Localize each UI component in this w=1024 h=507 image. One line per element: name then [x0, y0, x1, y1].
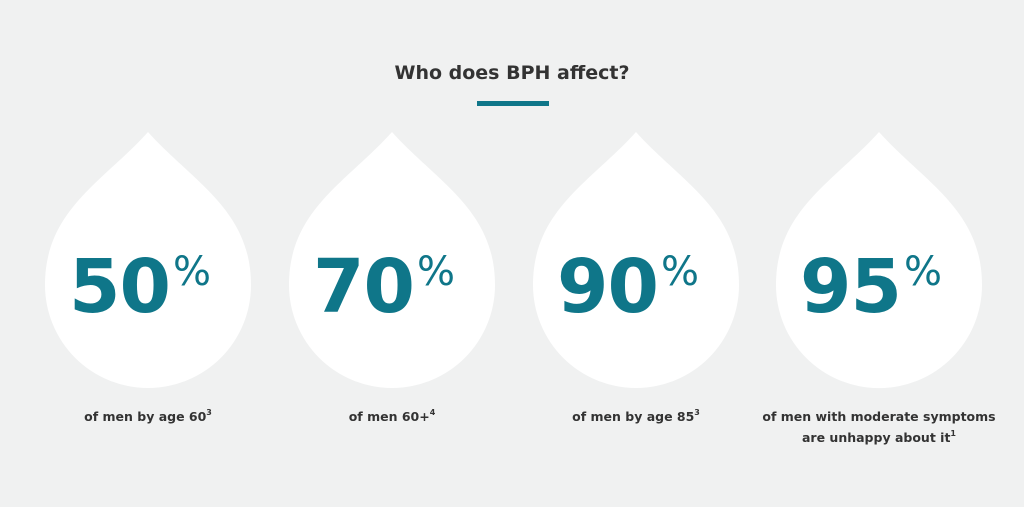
stat-caption: of men 60+4	[349, 408, 436, 424]
reference: 1	[950, 429, 956, 438]
caption-line: of men by age 85	[572, 409, 694, 424]
stat-value: 90%	[557, 244, 699, 330]
stat-value: 50%	[69, 244, 211, 330]
stat-number: 90	[557, 244, 658, 330]
caption-line: are unhappy about it	[802, 430, 950, 445]
caption-line: of men 60+	[349, 409, 430, 424]
caption-line: of men by age 60	[84, 409, 206, 424]
reference: 3	[206, 408, 212, 417]
stat-caption: are unhappy about it1	[802, 429, 956, 445]
stat-number: 95	[800, 244, 901, 330]
stat-caption: of men by age 603	[84, 408, 212, 424]
stat-unit: %	[417, 249, 455, 295]
title: Who does BPH affect?	[394, 62, 629, 84]
stat-value: 70%	[313, 244, 455, 330]
title-underline	[477, 101, 549, 106]
reference: 4	[430, 408, 436, 417]
reference: 3	[694, 408, 700, 417]
drop	[533, 132, 739, 388]
stat-value: 95%	[800, 244, 942, 330]
stat-number: 50	[69, 244, 170, 330]
stat-unit: %	[173, 249, 211, 295]
drop	[45, 132, 251, 388]
caption-line: of men with moderate symptoms	[762, 409, 995, 424]
stat-unit: %	[904, 249, 942, 295]
drop	[776, 132, 982, 389]
stat-caption: of men with moderate symptoms	[762, 409, 995, 424]
stat-number: 70	[313, 244, 414, 330]
stat-unit: %	[661, 249, 699, 295]
stat-caption: of men by age 853	[572, 408, 700, 424]
drop	[289, 132, 495, 388]
